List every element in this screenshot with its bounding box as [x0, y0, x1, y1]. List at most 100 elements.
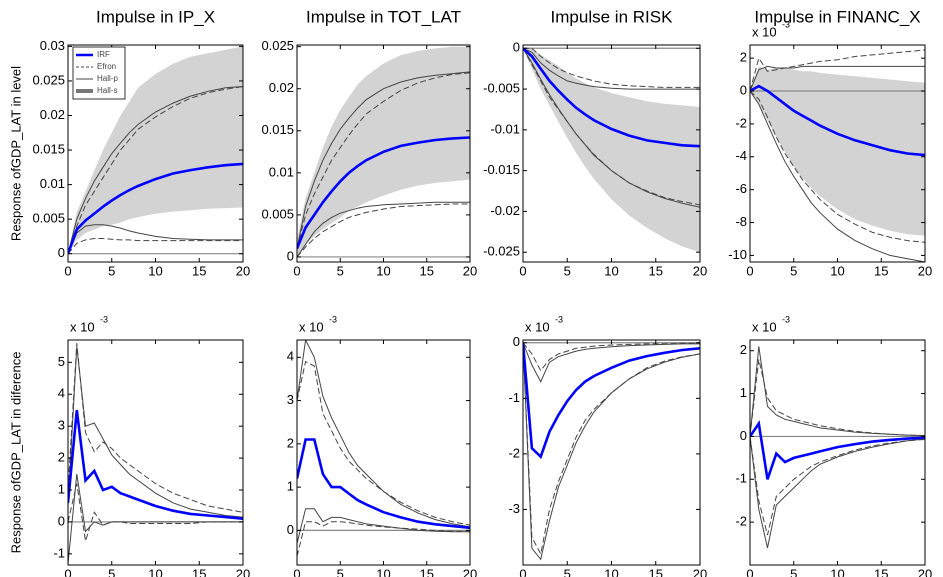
chart-title: Impulse in RISK: [551, 7, 674, 26]
y-tick-label: 2: [287, 435, 294, 450]
bound-line: [297, 340, 470, 528]
y-tick-label: 0.005: [261, 206, 294, 221]
bound-line: [297, 521, 470, 557]
chart-title: Impulse in TOT_LAT: [306, 7, 461, 26]
x-tick-label: 0: [293, 263, 300, 278]
irf-line: [523, 47, 700, 148]
chart-title: Impulse in IP_X: [96, 7, 215, 26]
plot-area: [297, 46, 470, 258]
y-tick-label: 2: [740, 50, 747, 65]
irf-line: [750, 84, 925, 157]
y-tick-label: -2: [508, 445, 520, 460]
axes-box: [522, 339, 701, 566]
plot-area: [523, 342, 700, 561]
y-tick-label: 4: [58, 386, 65, 401]
x-tick-label: 0: [64, 566, 71, 577]
bound-line: [297, 201, 470, 258]
legend-label: Efron: [97, 62, 116, 71]
y-tick-label: -0.015: [483, 162, 520, 177]
y-tick-label: -8: [735, 214, 747, 229]
bound-line: [68, 224, 243, 254]
x-tick-label: 15: [420, 263, 434, 278]
scale-exponent: -3: [329, 314, 337, 324]
bound-line: [523, 342, 700, 372]
y-tick-label: -6: [735, 181, 747, 196]
bound-line: [297, 360, 470, 526]
x-tick-label: 20: [463, 263, 477, 278]
bound-line: [750, 65, 925, 92]
y-tick-label: 2: [58, 450, 65, 465]
y-tick-label: -0.02: [490, 203, 520, 218]
x-tick-label: 15: [649, 566, 663, 577]
y-tick-label: 1: [58, 481, 65, 496]
bound-line: [523, 342, 700, 383]
x-tick-label: 15: [874, 263, 888, 278]
y-tick-label: 3: [58, 418, 65, 433]
bound-line: [68, 483, 243, 542]
legend-label: IRF: [97, 50, 110, 59]
y-tick-label: 0: [513, 40, 520, 55]
x-tick-label: 15: [874, 566, 888, 577]
scale-label: x 10: [752, 24, 777, 39]
scale-exponent: -3: [100, 314, 108, 324]
plot-area: [297, 340, 470, 557]
x-tick-label: 20: [693, 263, 707, 278]
y-tick-label: -2: [735, 514, 747, 529]
scale-exponent: -3: [782, 19, 790, 29]
bound-line: [750, 90, 925, 262]
scale-exponent: -3: [555, 314, 563, 324]
x-tick-label: 0: [519, 263, 526, 278]
y-tick-label: 2: [740, 342, 747, 357]
bound-line: [523, 342, 700, 561]
y-tick-label: 0: [513, 334, 520, 349]
y-tick-label: 3: [287, 392, 294, 407]
bound-line: [68, 86, 243, 254]
bound-line: [750, 359, 925, 437]
y-tick-label: -2: [735, 115, 747, 130]
y-tick-label: 0.03: [40, 38, 65, 53]
x-tick-label: 15: [192, 566, 206, 577]
x-tick-label: 5: [790, 566, 797, 577]
y-tick-label: 1: [740, 385, 747, 400]
bound-line: [750, 436, 925, 536]
x-tick-label: 20: [918, 263, 932, 278]
x-tick-label: 0: [64, 263, 71, 278]
x-tick-label: 10: [148, 566, 162, 577]
bound-line: [297, 203, 470, 258]
scale-label: x 10: [70, 319, 95, 334]
x-tick-label: 5: [108, 263, 115, 278]
plot-area: [68, 343, 243, 564]
panel: 0 5 10 15 20 0 -0.005 -0.01 -0.015 -0.02 -0.025 Imp…: [483, 7, 707, 278]
x-tick-label: 10: [148, 263, 162, 278]
bound-line: [297, 508, 470, 544]
plot-area: [750, 346, 925, 549]
y-tick-label: -10: [728, 247, 747, 262]
x-tick-label: 10: [376, 566, 390, 577]
bound-line: [68, 343, 243, 513]
y-tick-label: 0.01: [40, 176, 65, 191]
bound-line: [750, 49, 925, 92]
legend-label: Hall-p: [97, 74, 118, 83]
panel: 0 5 10 15 20 -3 -2 -1 0 x 10 -3: [508, 314, 707, 577]
bound-line: [523, 47, 700, 90]
x-tick-label: 5: [108, 566, 115, 577]
bound-line: [68, 346, 243, 518]
x-tick-label: 5: [564, 566, 571, 577]
bound-line: [68, 473, 243, 564]
bound-line: [297, 71, 470, 249]
y-axis-label: Response ofGDP_LAT in level: [8, 66, 23, 241]
y-tick-label: -1: [735, 471, 747, 486]
x-tick-label: 20: [918, 566, 932, 577]
bound-line: [297, 72, 470, 249]
x-tick-label: 10: [830, 263, 844, 278]
legend: IRF Efron Hall-p Hall-s: [72, 46, 126, 100]
y-tick-label: -0.01: [490, 121, 520, 136]
irf-line: [68, 162, 243, 255]
y-tick-label: 0.01: [269, 164, 294, 179]
x-tick-label: 20: [693, 566, 707, 577]
x-tick-label: 10: [830, 566, 844, 577]
y-tick-label: 5: [58, 354, 65, 369]
y-tick-label: 0.02: [40, 107, 65, 122]
